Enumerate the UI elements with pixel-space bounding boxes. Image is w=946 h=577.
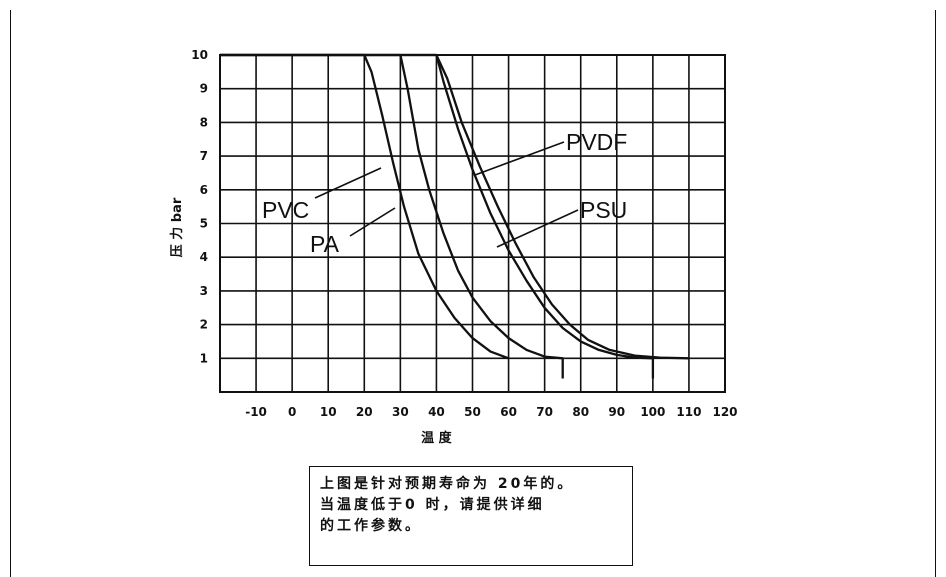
- x-tick-label: -10: [245, 405, 267, 419]
- x-axis-title: 温 度: [421, 430, 453, 446]
- y-axis-title: 压 力 bar: [169, 197, 185, 257]
- chart-curves: [220, 53, 689, 379]
- note-box: 上图是针对预期寿命为 20年的。 当温度低于0 时，请提供详细 的工作参数。: [309, 466, 633, 566]
- y-tick-label: 9: [200, 82, 208, 96]
- x-tick-label: 0: [288, 405, 296, 419]
- y-tick-label: 4: [200, 250, 208, 264]
- x-tick-label: 90: [608, 405, 625, 419]
- label-leader-lines: [314, 141, 579, 248]
- series-line-pa: [220, 53, 564, 379]
- y-tick-label: 3: [200, 284, 208, 298]
- x-tick-labels: -10 0 10 20 30 40 50 60 70 80 90 100 110 120: [245, 405, 737, 419]
- y-tick-label: 5: [200, 217, 208, 231]
- series-label-psu: PSU: [580, 197, 627, 223]
- x-tick-label: 100: [640, 405, 665, 419]
- y-tick-label: 6: [200, 183, 208, 197]
- note-line-1: 上图是针对预期寿命为 20年的。: [320, 476, 575, 492]
- x-tick-label: 80: [572, 405, 589, 419]
- leader-line-pvc: [314, 167, 382, 199]
- leader-line-pvdf: [474, 141, 565, 176]
- note-line-2: 当温度低于0 时，请提供详细: [320, 497, 545, 513]
- x-tick-label: 120: [712, 405, 737, 419]
- series-line-psu: [220, 53, 655, 379]
- y-tick-labels: 1 2 3 4 5 6 7 8 9 10: [191, 48, 208, 365]
- x-tick-label: 30: [392, 405, 409, 419]
- y-tick-label: 10: [191, 48, 208, 62]
- leader-line-psu: [496, 209, 579, 248]
- y-tick-label: 7: [200, 149, 208, 163]
- series-label-pvc: PVC: [262, 197, 309, 223]
- y-tick-label: 2: [200, 318, 208, 332]
- x-tick-label: 40: [428, 405, 445, 419]
- x-tick-label: 70: [536, 405, 553, 419]
- series-label-pa: PA: [310, 231, 340, 257]
- x-tick-label: 10: [320, 405, 337, 419]
- note-line-3: 的工作参数。: [320, 518, 422, 534]
- leader-line-pa: [349, 207, 396, 237]
- series-line-pvc: [220, 53, 509, 360]
- y-tick-label: 1: [200, 351, 208, 365]
- y-tick-label: 8: [200, 115, 208, 129]
- x-tick-label: 50: [464, 405, 481, 419]
- x-tick-label: 20: [356, 405, 373, 419]
- x-tick-label: 110: [676, 405, 701, 419]
- chart-grid: [219, 54, 726, 393]
- series-label-pvdf: PVDF: [566, 129, 627, 155]
- x-tick-label: 60: [500, 405, 517, 419]
- series-line-pvdf: [220, 53, 689, 360]
